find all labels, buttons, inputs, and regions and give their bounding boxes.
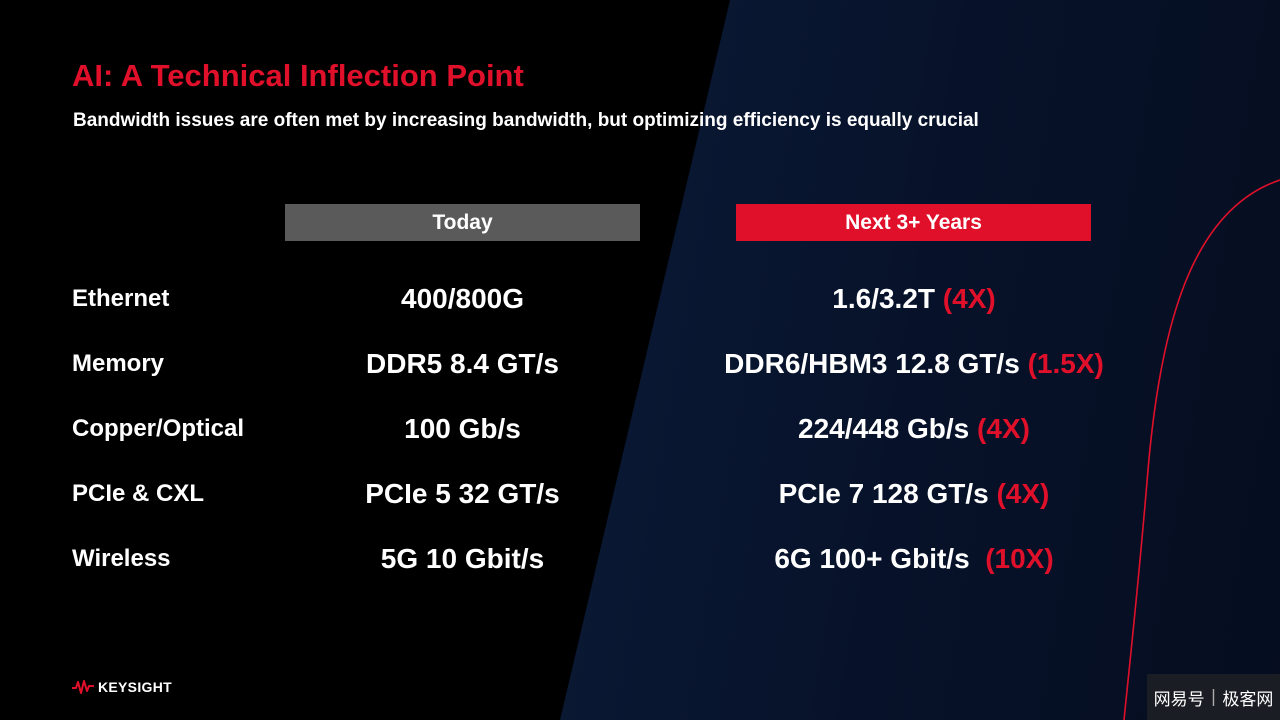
today-value-pcie-cxl: PCIe 5 32 GT/s <box>365 478 560 509</box>
slide-title: AI: A Technical Inflection Point <box>72 58 524 93</box>
source-watermark: 网易号 | 极客网 <box>1147 674 1280 720</box>
multiplier: (10X) <box>985 543 1054 574</box>
today-column-header: Today <box>285 204 640 241</box>
today-value-ethernet: 400/800G <box>401 283 524 314</box>
today-value-copper-optical: 100 Gb/s <box>404 413 521 444</box>
next-value-wireless: 6G 100+ Gbit/s (10X) <box>660 543 1168 575</box>
today-value-wireless: 5G 10 Gbit/s <box>380 543 545 574</box>
next-value-text: 6G 100+ Gbit/s <box>774 543 986 574</box>
row-label-ethernet: Ethernet <box>72 285 170 312</box>
row-label-wireless: Wireless <box>72 545 171 572</box>
today-value-memory: DDR5 8.4 GT/s <box>366 348 559 379</box>
watermark-divider: | <box>1210 687 1217 707</box>
next-value-pcie-cxl: PCIe 7 128 GT/s (4X) <box>660 478 1168 510</box>
logo-text: KEYSIGHT <box>98 679 172 695</box>
next-value-ethernet: 1.6/3.2T (4X) <box>660 283 1168 315</box>
watermark-right: 极客网 <box>1222 689 1274 710</box>
multiplier: (4X) <box>977 413 1030 444</box>
next-value-memory: DDR6/HBM3 12.8 GT/s (1.5X) <box>660 348 1168 380</box>
row-label-memory: Memory <box>72 350 165 377</box>
keysight-wave-icon <box>72 680 94 694</box>
keysight-logo: KEYSIGHT <box>72 677 172 697</box>
next-value-copper-optical: 224/448 Gb/s (4X) <box>660 413 1168 445</box>
watermark-left: 网易号 <box>1153 689 1205 710</box>
next-value-text: DDR6/HBM3 12.8 GT/s <box>724 348 1028 379</box>
next-years-column-header: Next 3+ Years <box>736 204 1091 241</box>
next-value-text: 1.6/3.2T <box>832 283 943 314</box>
slide-subtitle: Bandwidth issues are often met by increa… <box>73 110 979 131</box>
multiplier: (4X) <box>996 478 1050 509</box>
row-label-copper-optical: Copper/Optical <box>72 415 245 442</box>
next-value-text: 224/448 Gb/s <box>798 413 978 444</box>
row-label-pcie-cxl: PCIe & CXL <box>72 480 205 507</box>
next-value-text: PCIe 7 128 GT/s <box>778 478 997 509</box>
multiplier: (1.5X) <box>1027 348 1104 379</box>
multiplier: (4X) <box>942 283 996 314</box>
